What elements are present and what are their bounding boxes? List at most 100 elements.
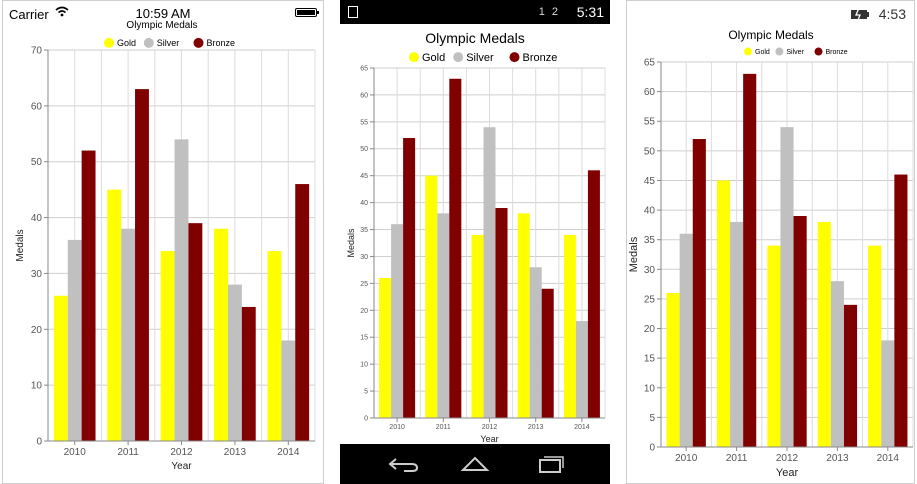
y-tick-label: 70 — [31, 46, 43, 57]
bar-silver-2011 — [437, 213, 450, 418]
y-axis-title: Medals — [628, 236, 640, 272]
x-tick-label: 2010 — [64, 447, 87, 458]
bar-gold-2010 — [379, 278, 392, 418]
y-tick-label: 10 — [360, 362, 368, 369]
y-tick-label: 40 — [360, 200, 368, 207]
legend-marker-silver — [775, 47, 784, 56]
bar-gold-2012 — [767, 245, 781, 447]
legend-marker-gold — [744, 47, 752, 56]
legend-marker-gold — [104, 37, 114, 48]
y-tick-label: 65 — [644, 58, 656, 69]
y-tick-label: 50 — [360, 146, 368, 153]
bar-silver-2012 — [483, 127, 496, 418]
signal-icons: 1 2 — [538, 6, 560, 18]
y-tick-label: 45 — [644, 176, 656, 187]
x-tick-label: 2014 — [574, 424, 590, 431]
bar-silver-2010 — [67, 239, 82, 441]
bar-silver-2013 — [529, 267, 542, 418]
y-tick-label: 55 — [644, 117, 656, 128]
y-tick-label: 60 — [644, 87, 656, 98]
bar-bronze-2012 — [495, 208, 508, 418]
legend-label-bronze: Bronze — [523, 52, 558, 64]
ios-status-bar: Carrier 10:59 AM — [3, 1, 323, 22]
back-icon[interactable] — [384, 454, 424, 474]
legend-marker-bronze — [193, 37, 204, 48]
bar-silver-2014 — [281, 340, 296, 441]
y-tick-label: 60 — [360, 92, 368, 99]
x-tick-label: 2011 — [117, 447, 139, 458]
ios-screen: Carrier 10:59 AM Olympic Medals Gold Silve… — [2, 0, 324, 484]
bar-gold-2012 — [160, 251, 175, 441]
x-tick-label: 2013 — [528, 424, 544, 431]
x-tick-label: 2010 — [389, 424, 405, 431]
x-tick-label: 2011 — [436, 424, 451, 431]
y-tick-label: 15 — [360, 335, 368, 342]
y-axis-title: Medals — [15, 229, 26, 261]
y-tick-label: 30 — [31, 269, 43, 280]
home-icon[interactable] — [455, 454, 495, 474]
bar-bronze-2014 — [894, 174, 908, 448]
bar-bronze-2013 — [541, 288, 554, 418]
bar-bronze-2013 — [843, 304, 858, 447]
bar-silver-2011 — [730, 221, 744, 447]
status-time: 5:31 — [576, 4, 604, 20]
bar-silver-2014 — [881, 340, 895, 447]
bar-bronze-2013 — [241, 306, 256, 441]
y-tick-label: 0 — [364, 415, 368, 422]
bar-gold-2011 — [425, 175, 438, 418]
y-tick-label: 35 — [644, 235, 656, 246]
y-tick-label: 10 — [644, 383, 656, 394]
bar-gold-2010 — [666, 293, 680, 447]
y-tick-label: 5 — [364, 389, 368, 396]
chart-windows: Olympic Medals Gold Silver Bronze 0 5 10 15 20 25… — [628, 28, 914, 479]
x-axis-title: Year — [171, 461, 192, 472]
x-tick-label: 2014 — [277, 447, 300, 458]
legend-label-silver: Silver — [466, 52, 494, 64]
bar-bronze-2011 — [135, 89, 149, 441]
battery-icon — [295, 8, 319, 17]
bar-bronze-2012 — [188, 223, 203, 441]
android-status-bar: 1 2 5:31 — [340, 0, 610, 24]
legend-label-bronze: Bronze — [207, 38, 236, 48]
y-tick-label: 40 — [644, 206, 656, 217]
y-tick-label: 50 — [644, 146, 656, 157]
y-tick-label: 25 — [360, 281, 368, 288]
bar-bronze-2014 — [587, 170, 600, 418]
x-tick-label: 2011 — [726, 453, 748, 464]
y-tick-label: 55 — [360, 119, 368, 126]
y-tick-label: 10 — [31, 381, 43, 392]
bar-bronze-2011 — [449, 78, 462, 419]
bar-bronze-2010 — [692, 139, 706, 447]
x-tick-label: 2012 — [170, 447, 193, 458]
chart-title: Olympic Medals — [728, 28, 813, 42]
bar-silver-2010 — [391, 224, 404, 418]
bar-silver-2013 — [227, 284, 242, 441]
x-tick-label: 2014 — [877, 453, 900, 464]
y-tick-label: 15 — [644, 354, 656, 365]
chart-title: Olympic Medals — [126, 20, 197, 31]
legend-label-gold: Gold — [117, 38, 136, 48]
status-time: 10:59 AM — [135, 6, 191, 21]
legend-marker-silver — [453, 52, 464, 63]
bar-gold-2013 — [517, 213, 530, 418]
legend-label-gold: Gold — [755, 49, 770, 56]
bar-gold-2010 — [53, 295, 68, 441]
bar-gold-2014 — [563, 234, 576, 418]
legend-label-bronze: Bronze — [826, 49, 848, 56]
recent-apps-icon[interactable] — [530, 454, 570, 474]
battery-charging-icon — [851, 8, 869, 20]
bar-bronze-2010 — [403, 138, 416, 418]
bar-silver-2011 — [121, 228, 136, 441]
y-tick-label: 35 — [360, 227, 368, 234]
chart-android: Olympic Medals Gold Silver Bronze 0 5 10 15 20 25… — [346, 30, 606, 444]
x-axis-title: Year — [776, 467, 799, 479]
bar-gold-2012 — [471, 234, 484, 418]
bar-gold-2013 — [817, 221, 831, 447]
legend-marker-bronze — [814, 47, 823, 56]
bar-gold-2014 — [868, 245, 882, 447]
wifi-icon — [55, 6, 69, 17]
y-tick-label: 30 — [644, 265, 656, 276]
legend-label-gold: Gold — [422, 52, 445, 64]
legend-marker-silver — [143, 37, 154, 48]
status-time: 4:53 — [878, 6, 906, 22]
